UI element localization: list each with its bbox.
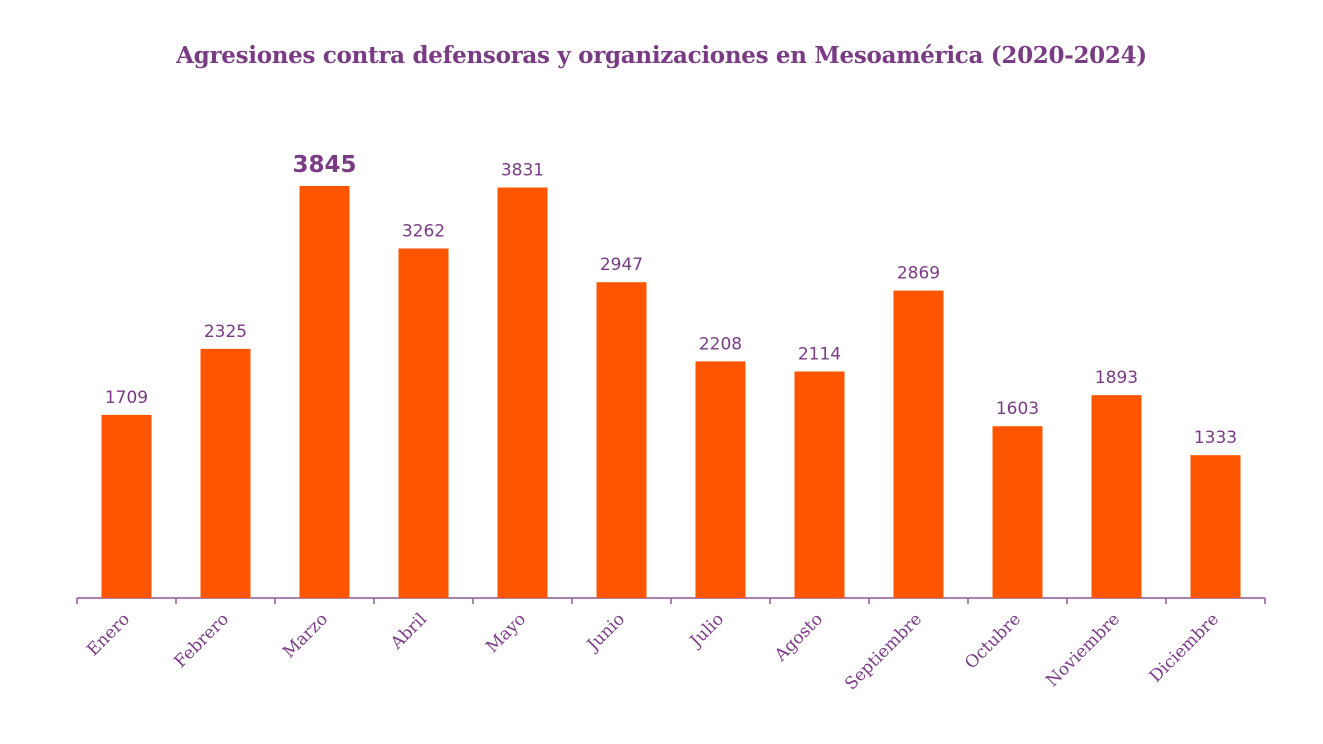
x-tick-label: Junio: [582, 609, 629, 656]
data-label: 1333: [1194, 428, 1237, 448]
data-label: 2869: [897, 264, 940, 284]
data-label: 3831: [501, 161, 544, 181]
x-tick-label: Noviembre: [1042, 609, 1124, 691]
x-tick-label: Febrero: [171, 609, 233, 671]
bar-mayo: [497, 187, 548, 599]
bar-octubre: [992, 426, 1043, 598]
data-label: 2947: [600, 255, 643, 275]
data-label: 1709: [105, 388, 148, 408]
data-label: 2325: [204, 322, 247, 342]
x-tick-label: Enero: [83, 609, 134, 660]
x-tick-label: Agosto: [770, 609, 827, 666]
bar-abril: [398, 248, 449, 598]
x-tick-label: Abril: [386, 609, 431, 654]
bar-junio: [596, 282, 647, 598]
x-tick-label: Diciembre: [1146, 609, 1223, 686]
x-tick-label: Julio: [685, 609, 728, 652]
x-tick-label: Marzo: [279, 609, 332, 662]
x-tick-label: Octubre: [961, 609, 1025, 673]
data-label: 3262: [402, 221, 445, 241]
chart-title: Agresiones contra defensoras y organizac…: [176, 42, 1147, 69]
data-label: 1893: [1095, 368, 1138, 388]
bar-diciembre: [1190, 455, 1241, 598]
data-label: 2114: [798, 344, 841, 364]
x-tick-label: Mayo: [482, 609, 530, 657]
bar-julio: [695, 361, 746, 598]
data-label: 1603: [996, 399, 1039, 419]
data-label: 3845: [292, 152, 356, 178]
bar-febrero: [200, 348, 251, 598]
bar-marzo: [299, 186, 350, 598]
bar-noviembre: [1091, 395, 1142, 598]
bar-septiembre: [893, 290, 944, 598]
bar-enero: [101, 414, 152, 598]
data-label: 2208: [699, 334, 742, 354]
bar-agosto: [794, 371, 845, 598]
x-tick-label: Septiembre: [841, 609, 926, 694]
